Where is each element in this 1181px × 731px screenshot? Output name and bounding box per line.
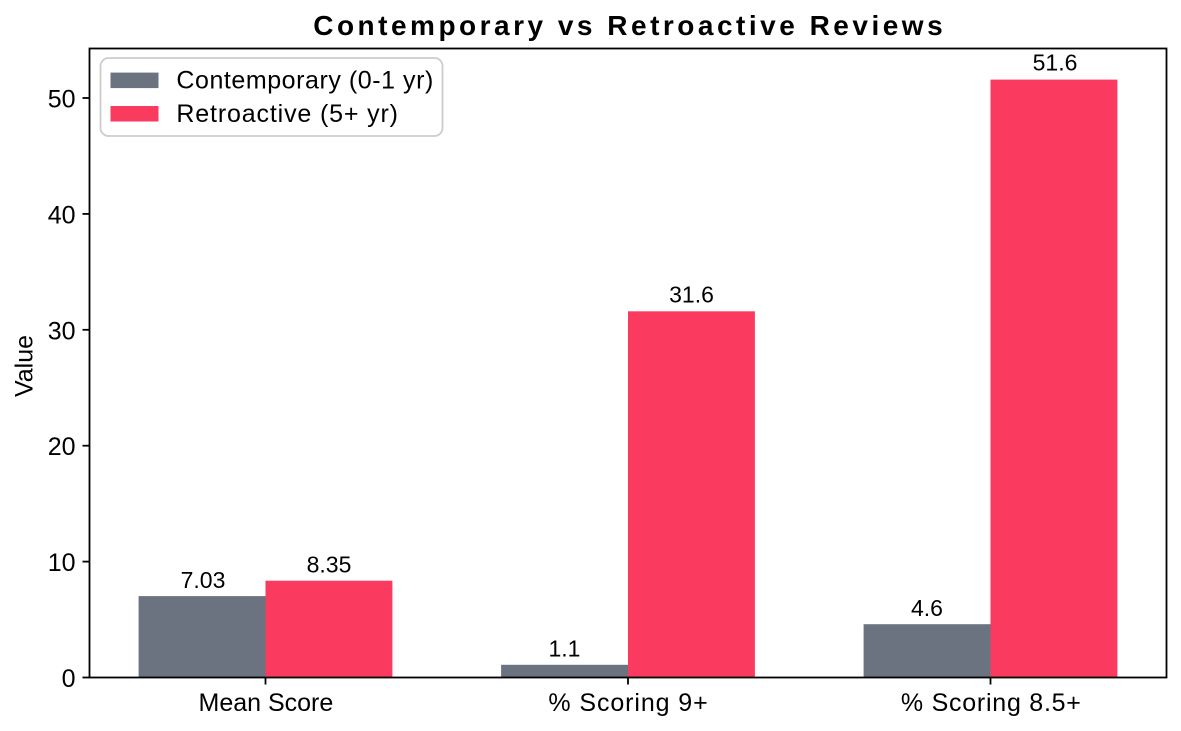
svg-text:7.03: 7.03 [181, 567, 226, 593]
svg-text:40: 40 [48, 201, 76, 229]
svg-text:20: 20 [48, 433, 76, 461]
svg-text:10: 10 [48, 549, 76, 577]
svg-text:% Scoring 8.5+: % Scoring 8.5+ [901, 689, 1082, 717]
svg-text:Contemporary vs Retroactive Re: Contemporary vs Retroactive Reviews [313, 10, 946, 41]
svg-text:30: 30 [48, 317, 76, 345]
svg-text:50: 50 [48, 86, 76, 114]
svg-text:Mean Score: Mean Score [199, 689, 334, 717]
svg-text:Value: Value [11, 335, 39, 397]
svg-text:Contemporary (0-1 yr): Contemporary (0-1 yr) [176, 67, 433, 95]
svg-text:1.1: 1.1 [549, 636, 581, 662]
svg-text:4.6: 4.6 [911, 595, 943, 621]
svg-text:8.35: 8.35 [307, 552, 352, 578]
svg-text:51.6: 51.6 [1033, 50, 1078, 76]
svg-text:% Scoring 9+: % Scoring 9+ [548, 689, 708, 717]
svg-text:Retroactive (5+ yr): Retroactive (5+ yr) [176, 100, 398, 128]
svg-text:31.6: 31.6 [669, 282, 714, 308]
svg-text:0: 0 [62, 665, 76, 693]
